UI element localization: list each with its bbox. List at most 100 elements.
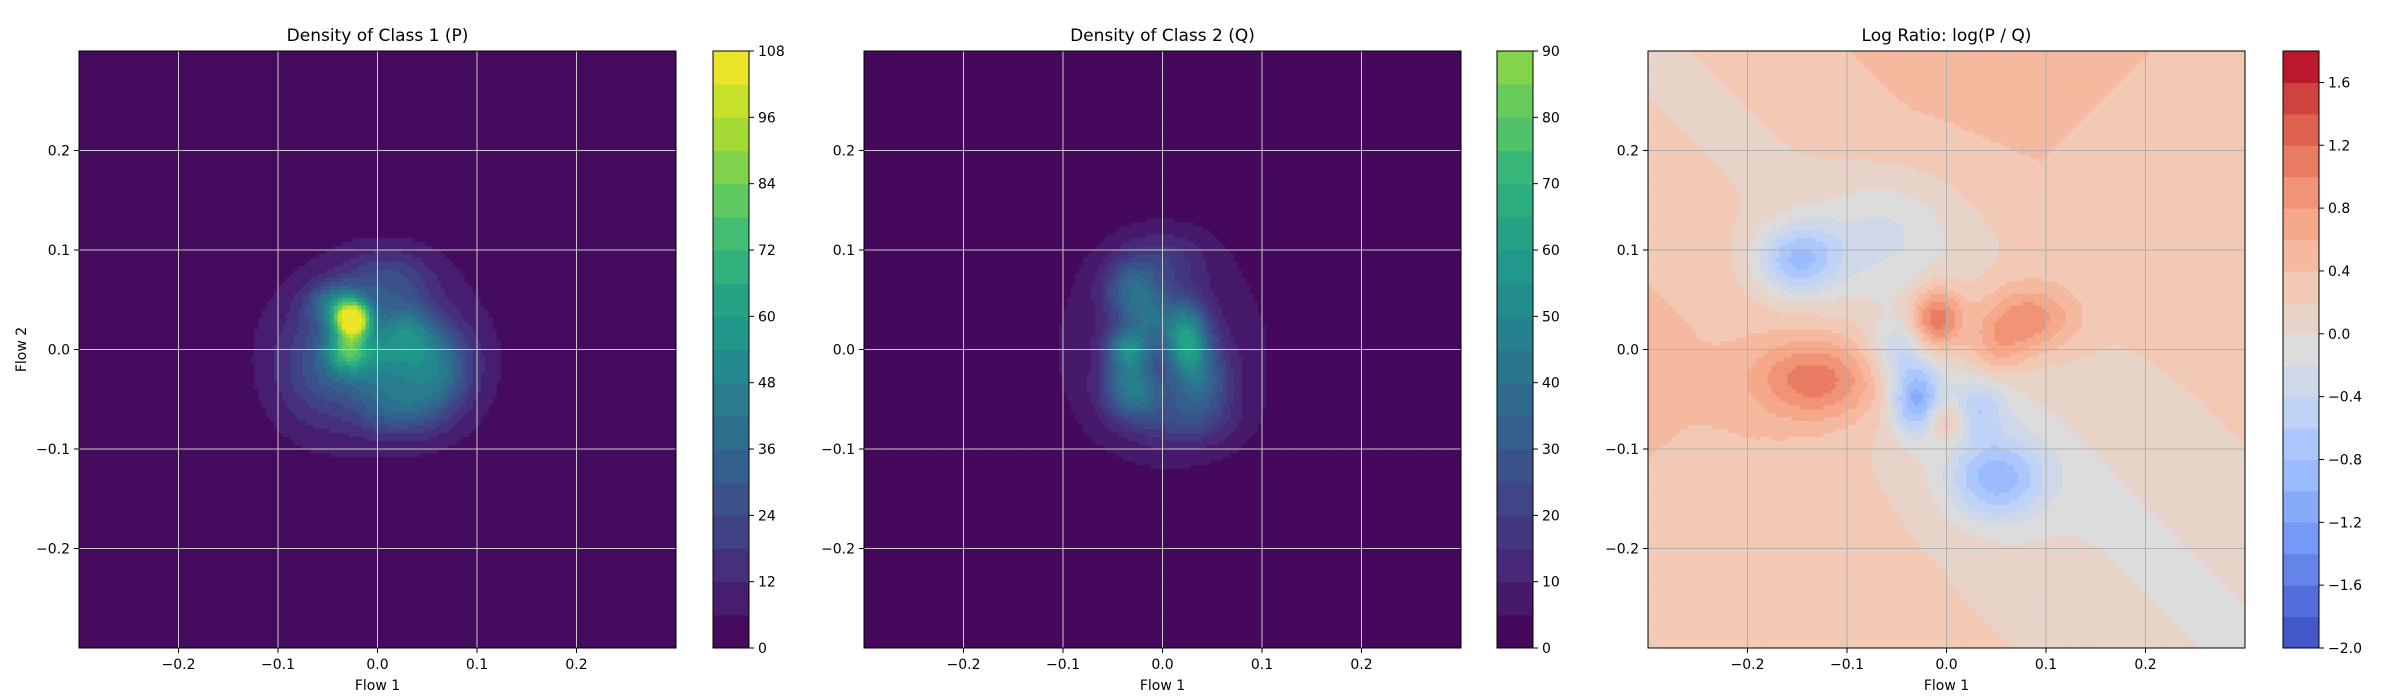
colorbar-tick-label: 12 [758, 575, 776, 591]
colorbar-level [713, 515, 749, 549]
colorbar-level [2283, 114, 2319, 146]
y-tick-label: 0.1 [833, 243, 855, 259]
colorbar-tick-label: 24 [758, 508, 776, 524]
colorbar-level [2283, 617, 2319, 649]
colorbar-level [1497, 582, 1533, 616]
colorbar-level [1497, 350, 1533, 384]
colorbar-tick-label: 10 [1542, 575, 1560, 591]
x-tick-label: 0.2 [2134, 657, 2156, 673]
colorbar-level [2283, 208, 2319, 240]
colorbar-level [713, 383, 749, 417]
colorbar-level [713, 449, 749, 483]
colorbar-level [1497, 482, 1533, 516]
colorbar-level [2283, 428, 2319, 460]
colorbar-level [2283, 522, 2319, 554]
y-tick-label: −0.1 [36, 442, 70, 458]
x-tick-label: 0.0 [1151, 657, 1173, 673]
colorbar-tick-label: 0.4 [2328, 264, 2350, 280]
colorbar-tick-label: −1.2 [2328, 515, 2362, 531]
colorbar-level [1497, 416, 1533, 450]
chart-title: Density of Class 1 (P) [287, 26, 469, 46]
colorbar-tick-label: 70 [1542, 177, 1560, 193]
colorbar-level [713, 615, 749, 649]
colorbar-level [1497, 449, 1533, 483]
colorbar-tick-label: 40 [1542, 376, 1560, 392]
colorbar-level [2283, 397, 2319, 429]
colorbar-level [2283, 491, 2319, 523]
colorbar-level [713, 416, 749, 450]
colorbar-level [1497, 51, 1533, 85]
colorbar-level [1497, 84, 1533, 118]
colorbar-level [1497, 316, 1533, 350]
x-tick-label: 0.1 [1251, 657, 1273, 673]
colorbar-tick-label: 1.2 [2328, 138, 2350, 154]
colorbar-level [1497, 250, 1533, 284]
chart-panel-1: −0.2 −0.1 0.0 0.1 0.2−0.2−0.10.00.10.2Densit… [14, 26, 785, 694]
colorbar-level [1497, 615, 1533, 649]
y-tick-label: 0.0 [833, 343, 855, 359]
colorbar-level [2283, 145, 2319, 177]
x-axis-label: Flow 1 [1924, 678, 1969, 694]
colorbar-level [713, 582, 749, 616]
y-tick-label: 0.0 [48, 343, 70, 359]
colorbar-level [713, 151, 749, 185]
colorbar-level [713, 184, 749, 218]
x-tick-label: −0.2 [162, 657, 196, 673]
x-tick-label: 0.2 [1350, 657, 1372, 673]
colorbar-level [1497, 383, 1533, 417]
colorbar-level [1497, 184, 1533, 218]
colorbar-level [713, 482, 749, 516]
colorbar-tick-label: 48 [758, 376, 776, 392]
y-tick-label: −0.2 [1605, 542, 1639, 558]
colorbar-level [713, 51, 749, 85]
colorbar-tick-label: −2.0 [2328, 641, 2362, 657]
colorbar-level [713, 350, 749, 384]
colorbar-tick-label: −0.8 [2328, 452, 2362, 468]
y-tick-label: 0.2 [1617, 144, 1639, 160]
colorbar-tick-label: 50 [1542, 309, 1560, 325]
colorbar-tick-label: 60 [1542, 243, 1560, 259]
colorbar-level [1497, 151, 1533, 185]
colorbar: −2.0−1.6−1.2−0.8−0.40.00.40.81.21.6 [2283, 51, 2362, 657]
colorbar-tick-label: 108 [758, 44, 785, 60]
colorbar-level [2283, 271, 2319, 303]
y-axis-label: Flow 2 [14, 327, 30, 372]
colorbar-level [2283, 82, 2319, 114]
x-tick-label: −0.1 [261, 657, 295, 673]
colorbar-tick-label: 0.0 [2328, 327, 2350, 343]
colorbar-level [713, 217, 749, 251]
colorbar-tick-label: 1.6 [2328, 75, 2350, 91]
colorbar-level [1497, 217, 1533, 251]
colorbar-level [1497, 515, 1533, 549]
colorbar-level [713, 84, 749, 118]
y-tick-label: 0.2 [833, 144, 855, 160]
y-tick-label: 0.1 [1617, 243, 1639, 259]
colorbar-level [713, 549, 749, 583]
colorbar-tick-label: 72 [758, 243, 776, 259]
y-tick-label: −0.1 [821, 442, 855, 458]
colorbar-tick-label: 0 [758, 641, 767, 657]
y-tick-label: 0.2 [48, 144, 70, 160]
x-tick-label: 0.0 [1935, 657, 1957, 673]
colorbar-level [2283, 51, 2319, 83]
x-tick-label: 0.1 [466, 657, 488, 673]
colorbar-level [2283, 365, 2319, 397]
colorbar-level [2283, 585, 2319, 617]
colorbar-level [2283, 459, 2319, 491]
colorbar-level [2283, 334, 2319, 366]
x-tick-label: 0.2 [565, 657, 587, 673]
colorbar-level [713, 117, 749, 151]
colorbar-level [1497, 117, 1533, 151]
colorbar-tick-label: −1.6 [2328, 578, 2362, 594]
y-tick-label: −0.1 [1605, 442, 1639, 458]
chart-title: Density of Class 2 (Q) [1070, 26, 1255, 46]
x-tick-label: −0.1 [1046, 657, 1080, 673]
colorbar-tick-label: 80 [1542, 110, 1560, 126]
colorbar-tick-label: −0.4 [2328, 390, 2362, 406]
colorbar-tick-label: 96 [758, 110, 776, 126]
y-tick-label: 0.0 [1617, 343, 1639, 359]
